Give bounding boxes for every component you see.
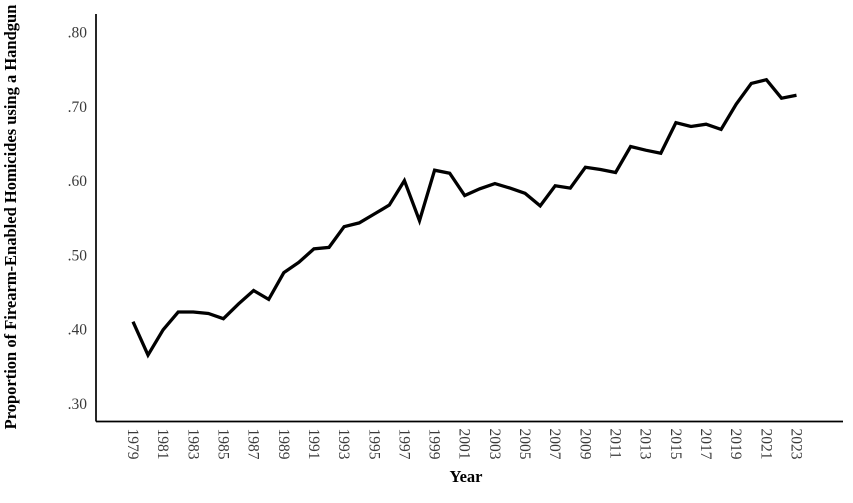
y-tick-label: .80 bbox=[68, 25, 88, 42]
x-tick-label: 1979 bbox=[124, 429, 141, 460]
x-tick-label: 2013 bbox=[637, 429, 654, 460]
x-axis-tick-labels: 1979 1981 1983 1985 1987 1989 1991 1993 1995 1997… bbox=[124, 429, 805, 460]
x-tick-label: 2017 bbox=[697, 429, 714, 460]
handgun-proportion-line bbox=[131, 77, 797, 359]
x-tick-label: 2009 bbox=[576, 429, 593, 460]
x-tick-label: 1997 bbox=[395, 429, 412, 460]
x-tick-label: 1983 bbox=[184, 429, 201, 460]
x-tick-label: 1995 bbox=[365, 429, 382, 460]
x-tick-label: 1985 bbox=[214, 429, 231, 460]
x-tick-label: 2001 bbox=[456, 429, 473, 460]
x-tick-label: 1989 bbox=[275, 429, 292, 460]
y-tick-label: .60 bbox=[68, 173, 88, 190]
x-tick-label: 1991 bbox=[305, 429, 322, 460]
data-series-group bbox=[131, 77, 797, 359]
x-tick-label: 1987 bbox=[245, 429, 262, 460]
x-tick-label: 2005 bbox=[516, 429, 533, 460]
x-tick-label: 1981 bbox=[154, 429, 171, 460]
x-tick-label: 2011 bbox=[607, 429, 624, 459]
x-tick-label: 2003 bbox=[486, 429, 503, 460]
y-axis-tick-labels: .30 .40 .50 .60 .70 .80 bbox=[68, 25, 88, 413]
y-tick-label: .50 bbox=[68, 247, 88, 264]
x-tick-label: 2023 bbox=[788, 429, 805, 460]
y-tick-label: .30 bbox=[68, 396, 88, 413]
x-tick-label: 2015 bbox=[667, 429, 684, 460]
x-tick-label: 1999 bbox=[426, 429, 443, 460]
y-tick-label: .40 bbox=[68, 322, 88, 339]
x-tick-label: 1993 bbox=[335, 429, 352, 460]
y-tick-label: .70 bbox=[68, 99, 88, 116]
y-axis-title: Proportion of Firearm-Enabled Homicides … bbox=[1, 5, 20, 430]
x-tick-label: 2007 bbox=[546, 429, 563, 460]
x-tick-label: 2021 bbox=[757, 429, 774, 460]
x-axis-title: Year bbox=[450, 467, 483, 486]
x-tick-label: 2019 bbox=[727, 429, 744, 460]
